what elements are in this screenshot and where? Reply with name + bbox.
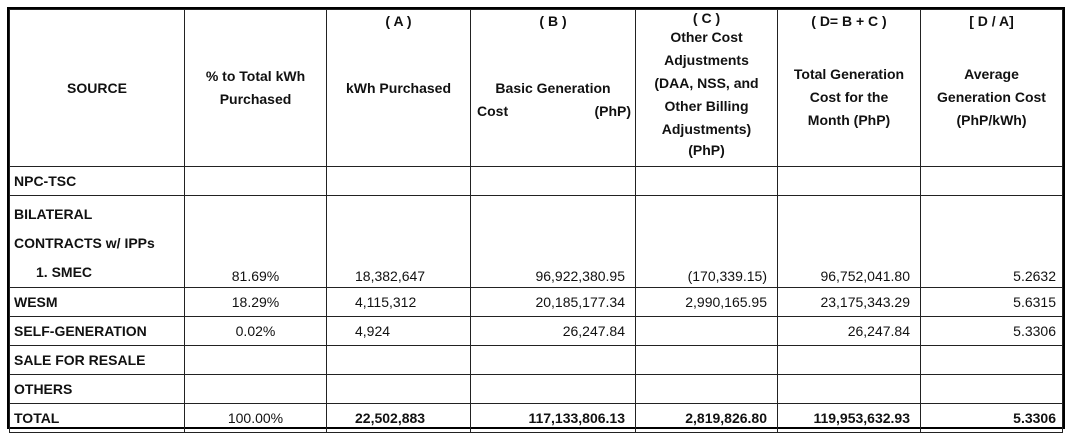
row-total-basic: 117,133,806.13 [470,403,636,433]
row-selfgen-basic: 26,247.84 [470,316,636,346]
header-pct: % to Total kWh Purchased [184,9,327,167]
empty-cell [777,166,921,196]
header-col-d: ( D= B + C ) Total Generation Cost for t… [777,9,921,167]
empty-cell [920,345,1063,375]
row-total-total: 119,953,632.93 [777,403,921,433]
row-smec-avg: 5.2632 [920,195,1063,288]
row-wesm-avg: 5.6315 [920,287,1063,317]
row-others-source: OTHERS [9,374,185,404]
row-smec-total: 96,752,041.80 [777,195,921,288]
header-col-b-line1: Basic Generation [495,80,611,96]
row-total-pct: 100.00% [184,403,327,433]
table-row: SALE FOR RESALE [9,345,1063,375]
row-total-other: 2,819,826.80 [635,403,778,433]
empty-cell [470,374,636,404]
row-npc-source: NPC-TSC [9,166,185,196]
header-source-label: SOURCE [67,79,127,96]
row-selfgen-pct: 0.02% [184,316,327,346]
empty-cell [470,166,636,196]
header-col-avg-line3: (PhP/kWh) [956,112,1027,128]
row-total-avg: 5.3306 [920,403,1063,433]
row-selfgen-other [635,316,778,346]
header-col-c-line5: Adjustments) [661,121,752,137]
empty-cell [920,166,1063,196]
header-col-a-label: kWh Purchased [345,80,452,96]
table-row: NPC-TSC [9,166,1063,196]
empty-cell [184,345,327,375]
row-wesm-total: 23,175,343.29 [777,287,921,317]
header-pct-line1: % to Total kWh [205,68,306,84]
row-wesm-other: 2,990,165.95 [635,287,778,317]
row-bilateral-line2: CONTRACTS w/ IPPs [14,235,155,251]
header-col-d-line2: Cost for the [809,89,889,105]
row-wesm-source: WESM [9,287,185,317]
row-wesm-kwh: 4,115,312 [326,287,471,317]
empty-cell [635,345,778,375]
table-row: WESM 18.29% 4,115,312 20,185,177.34 2,99… [9,287,1063,317]
row-bilateral-line1: BILATERAL [14,206,93,222]
header-col-c-line1: Other Cost [670,29,743,45]
row-selfgen-total: 26,247.84 [777,316,921,346]
row-wesm-basic: 20,185,177.34 [470,287,636,317]
empty-cell [184,374,327,404]
empty-cell [920,374,1063,404]
row-smec-basic: 96,922,380.95 [470,195,636,288]
empty-cell [326,345,471,375]
header-col-c-line6: (PhP) [688,142,725,158]
header-col-c: ( C ) Other Cost Adjustments (DAA, NSS, … [635,9,778,167]
row-selfgen-avg: 5.3306 [920,316,1063,346]
empty-cell [326,374,471,404]
header-col-c-line3: (DAA, NSS, and [654,75,759,91]
row-smec-kwh: 18,382,647 [326,195,471,288]
empty-cell [777,345,921,375]
generation-cost-table: SOURCE % to Total kWh Purchased ( A ) kW… [9,9,1063,433]
empty-cell [635,166,778,196]
header-col-avg-tag: [ D / A] [969,13,1014,29]
empty-cell [635,374,778,404]
row-total-kwh: 22,502,883 [326,403,471,433]
header-row: SOURCE % to Total kWh Purchased ( A ) kW… [9,9,1063,167]
header-col-avg-line1: Average [964,66,1019,82]
row-bilateral-source: BILATERAL CONTRACTS w/ IPPs 1. SMEC [9,195,185,288]
header-source: SOURCE [9,9,185,167]
table-row: OTHERS [9,374,1063,404]
header-col-b-unit: (PhP) [594,103,631,119]
header-col-b-cost: Cost [477,103,509,119]
header-col-d-line1: Total Generation [793,66,905,82]
row-resale-source: SALE FOR RESALE [9,345,185,375]
empty-cell [470,345,636,375]
header-col-d-line3: Month (PhP) [807,112,891,128]
empty-cell [326,166,471,196]
header-col-c-line2: Adjustments [664,52,749,68]
row-selfgen-source: SELF-GENERATION [9,316,185,346]
header-col-avg-line2: Generation Cost [937,89,1046,105]
header-col-a-tag: ( A ) [385,13,412,29]
table-row-total: TOTAL 100.00% 22,502,883 117,133,806.13 … [9,403,1063,433]
header-col-c-tag: ( C ) [692,10,721,27]
table-row: BILATERAL CONTRACTS w/ IPPs 1. SMEC 81.6… [9,195,1063,288]
row-smec-other: (170,339.15) [635,195,778,288]
table-row: SELF-GENERATION 0.02% 4,924 26,247.84 26… [9,316,1063,346]
header-col-b: ( B ) Basic Generation Cost (PhP) [470,9,636,167]
empty-cell [184,166,327,196]
header-col-avg: [ D / A] Average Generation Cost (PhP/kW… [920,9,1063,167]
header-col-b-tag: ( B ) [539,13,567,29]
header-col-d-tag: ( D= B + C ) [811,13,887,29]
empty-cell [777,374,921,404]
header-col-c-line4: Other Billing [664,98,749,114]
row-smec-source: 1. SMEC [36,264,93,280]
row-total-source: TOTAL [9,403,185,433]
header-col-a: ( A ) kWh Purchased [326,9,471,167]
header-pct-line2: Purchased [219,91,292,107]
row-smec-pct: 81.69% [184,195,327,288]
header-col-b-line2: Cost (PhP) [475,100,631,123]
row-selfgen-kwh: 4,924 [326,316,471,346]
row-wesm-pct: 18.29% [184,287,327,317]
